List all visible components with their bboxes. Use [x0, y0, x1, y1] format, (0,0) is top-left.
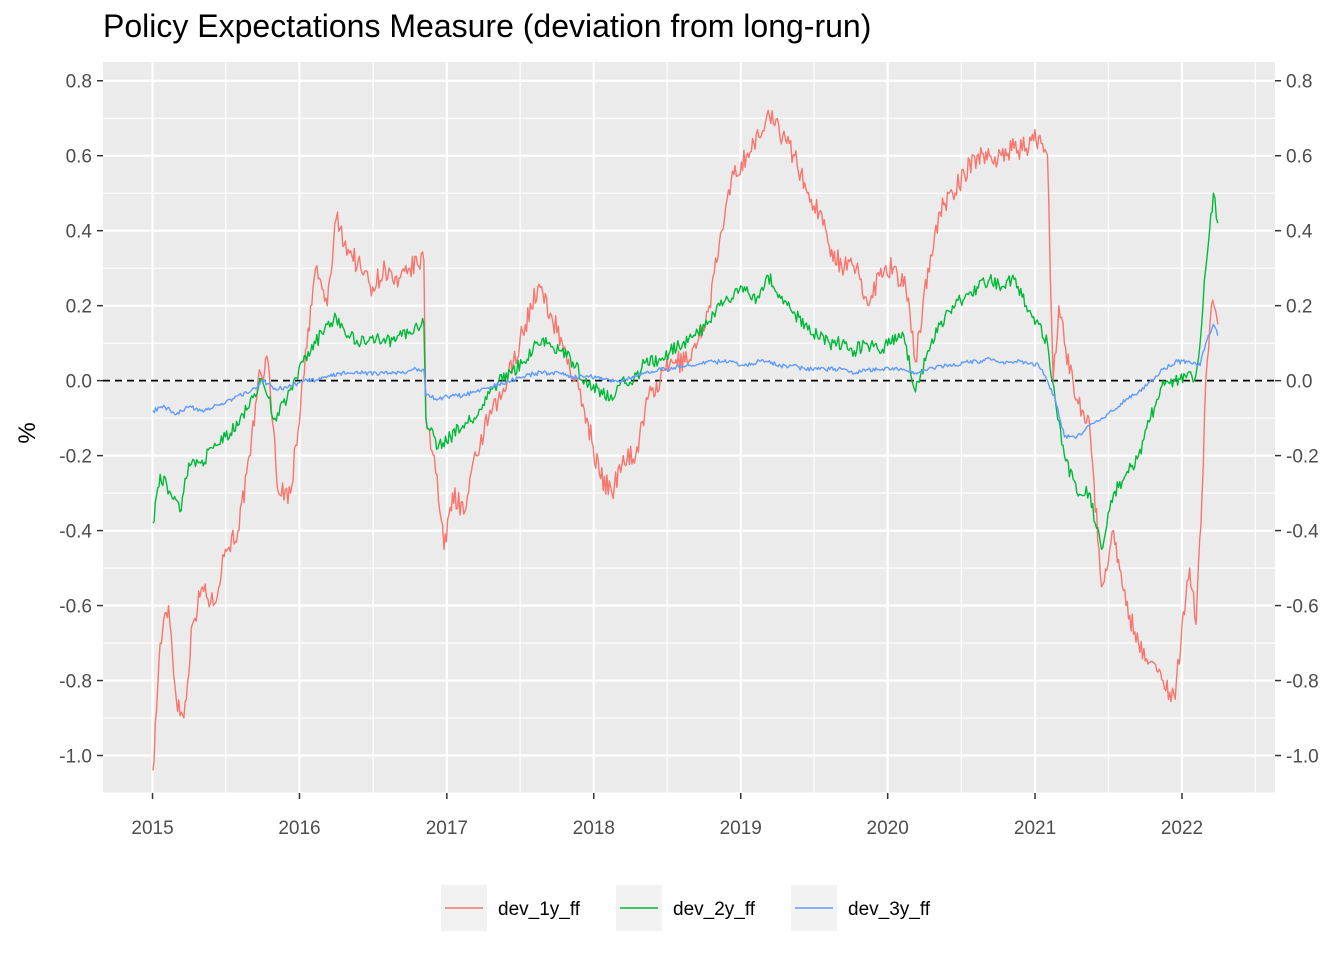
major-gridlines — [103, 62, 1275, 793]
y-tick-label: -0.2 — [59, 447, 92, 468]
y-tick-label-right: 0.6 — [1286, 147, 1312, 168]
y-tick-label: 0.6 — [66, 147, 92, 168]
y-tick-label-right: 0.0 — [1286, 372, 1312, 393]
series-line-dev_1y_ff — [152, 109, 1219, 771]
x-tick-label: 2022 — [1161, 818, 1203, 839]
y-tick-label-right: -0.2 — [1286, 447, 1319, 468]
x-tick-label: 2021 — [1014, 818, 1056, 839]
chart-title: Policy Expectations Measure (deviation f… — [103, 8, 872, 44]
legend-label: dev_3y_ff — [848, 899, 931, 920]
x-tick-label: 2020 — [867, 818, 909, 839]
y-tick-label-right: -0.6 — [1286, 597, 1319, 618]
y-tick-label: -0.4 — [59, 522, 92, 543]
y-tick-label-right: -1.0 — [1286, 747, 1319, 768]
y-tick-label-right: -0.8 — [1286, 672, 1319, 693]
series-line-dev_2y_ff — [152, 192, 1219, 550]
x-tick-label: 2015 — [131, 818, 173, 839]
y-tick-label-right: 0.8 — [1286, 72, 1312, 93]
y-tick-label: -1.0 — [59, 747, 92, 768]
minor-gridlines — [78, 62, 1275, 794]
y-tick-label-right: 0.2 — [1286, 297, 1312, 318]
y-tick-label: -0.6 — [59, 597, 92, 618]
y-axis-title: % — [14, 422, 41, 443]
y-tick-label: 0.0 — [66, 372, 92, 393]
series-lines — [152, 109, 1219, 771]
y-tick-label: -0.8 — [59, 672, 92, 693]
y-tick-label: 0.4 — [66, 222, 93, 243]
x-tick-label: 2018 — [573, 818, 615, 839]
legend-label: dev_2y_ff — [673, 899, 756, 920]
y-tick-label-right: 0.4 — [1286, 222, 1313, 243]
plot-panel — [103, 62, 1275, 793]
y-tick-label-right: -0.4 — [1286, 522, 1319, 543]
legend-label: dev_1y_ff — [498, 899, 581, 920]
y-axis-right: -1.0 -0.8 -0.6 -0.4 -0.2 0.0 0.2 0.4 0.6 0.8 — [1275, 72, 1319, 768]
y-tick-label: 0.2 — [66, 297, 92, 318]
x-tick-label: 2019 — [720, 818, 762, 839]
x-axis: 2015 2016 2017 2018 2019 2020 2021 2022 — [131, 793, 1203, 839]
y-axis-left: -1.0 -0.8 -0.6 -0.4 -0.2 0.0 0.2 0.4 0.6 0.8 — [59, 72, 103, 768]
y-tick-label: 0.8 — [66, 72, 92, 93]
series-line-dev_3y_ff — [152, 323, 1219, 439]
x-tick-label: 2016 — [278, 818, 320, 839]
legend: dev_1y_ff dev_2y_ff dev_3y_ff — [441, 885, 931, 931]
x-tick-label: 2017 — [426, 818, 468, 839]
